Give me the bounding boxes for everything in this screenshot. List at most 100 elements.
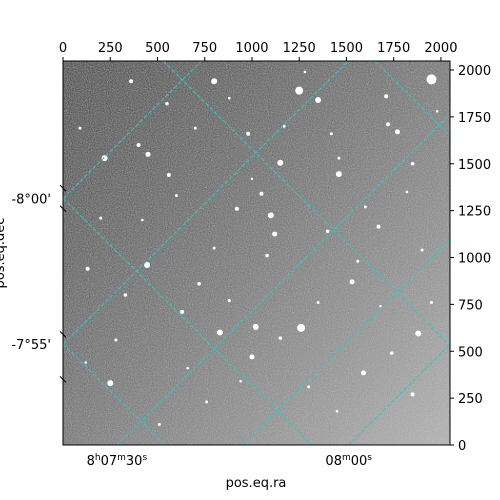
top-tick-label-8: 2000 (424, 41, 457, 56)
star-15 (360, 370, 366, 376)
top-tick-label-7: 1750 (377, 41, 410, 56)
right-tick-label-1: 250 (458, 392, 483, 407)
x-axis-title: pos.eq.ra (226, 476, 287, 491)
star-55 (193, 126, 197, 130)
grid-line-5 (63, 61, 202, 199)
star-3 (315, 97, 322, 103)
top-tick-label-3: 750 (192, 41, 217, 56)
star-13 (415, 330, 422, 337)
grid-line-8 (242, 238, 450, 445)
star-53 (212, 246, 216, 250)
star-21 (272, 231, 278, 237)
plot-frame (62, 60, 451, 446)
star-39 (197, 281, 201, 286)
star-29 (384, 94, 389, 99)
star-1 (295, 86, 304, 95)
star-25 (246, 131, 251, 136)
right-tick-label-7: 1750 (458, 111, 491, 126)
star-4 (101, 155, 108, 162)
top-tick-label-1: 250 (98, 41, 123, 56)
star-12 (252, 323, 259, 330)
ra-tick-label-1: 08m​00s​ (325, 453, 372, 469)
star-10 (297, 323, 306, 332)
star-60 (141, 218, 144, 222)
star-18 (85, 266, 90, 271)
star-52 (337, 156, 341, 160)
star-40 (227, 299, 231, 303)
star-63 (335, 409, 339, 413)
star-6 (335, 171, 342, 178)
star-11 (216, 329, 223, 336)
top-pixel-axis: 0 250 500 750 1000 1250 1500 1750 2000 (59, 41, 457, 61)
right-tick-label-8: 2000 (458, 64, 491, 79)
star-16 (394, 129, 400, 135)
star-14 (107, 380, 114, 387)
y-axis-title: pos.eq.dec (0, 218, 8, 289)
star-68 (227, 96, 231, 100)
right-pixel-axis: 0 250 500 750 1000 1250 1500 1750 2000 (450, 64, 491, 454)
right-tick-label-5: 1250 (458, 205, 491, 220)
star-54 (282, 124, 286, 128)
right-tick-label-0: 0 (458, 439, 466, 454)
star-64 (84, 361, 87, 364)
star-19 (180, 309, 185, 314)
star-43 (307, 385, 311, 389)
grid-line-0 (162, 61, 450, 347)
star-48 (329, 132, 333, 136)
star-5 (277, 159, 284, 166)
top-tick-label-6: 1500 (330, 41, 363, 56)
plot-area (62, 60, 451, 446)
star-46 (78, 126, 82, 130)
grid-line-2 (63, 198, 312, 445)
star-28 (410, 392, 415, 397)
grid-line-6 (63, 61, 349, 345)
star-66 (186, 366, 190, 370)
star-51 (420, 248, 424, 252)
right-tick-label-3: 750 (458, 298, 483, 313)
star-8 (267, 212, 274, 219)
dec-frame-tick-0 (59, 184, 67, 192)
stars-layer (78, 70, 439, 426)
ra-tick-label-0: 8h​07m​30s​ (87, 453, 148, 469)
star-58 (250, 177, 254, 181)
star-30 (136, 143, 141, 147)
star-9 (144, 262, 151, 268)
star-34 (278, 336, 283, 340)
dec-tick-label-1: -7°55' (11, 338, 51, 353)
star-26 (386, 122, 391, 127)
star-17 (249, 354, 255, 360)
star-38 (123, 293, 128, 297)
ra-world-axis: 8h​07m​30s​ 08m​00s​ (87, 453, 373, 469)
coordinate-grid (63, 61, 450, 445)
star-22 (376, 224, 381, 229)
sky-image (63, 61, 450, 445)
right-tick-label-6: 1500 (458, 158, 491, 173)
top-tick-label-0: 0 (59, 41, 67, 56)
top-tick-label-5: 1250 (283, 41, 316, 56)
star-45 (157, 422, 161, 426)
star-41 (356, 259, 360, 263)
star-35 (389, 351, 394, 355)
star-24 (234, 206, 239, 211)
star-2 (211, 78, 218, 85)
star-23 (259, 191, 264, 196)
right-tick-label-2: 500 (458, 345, 483, 360)
star-37 (265, 253, 269, 258)
star-42 (429, 301, 433, 304)
star-59 (405, 190, 409, 194)
top-tick-label-4: 1000 (235, 41, 268, 56)
star-36 (410, 161, 415, 166)
grid-line-7 (116, 114, 450, 445)
star-32 (165, 101, 169, 106)
star-47 (174, 194, 178, 198)
dec-frame-tick-3 (59, 376, 67, 383)
dec-world-axis: -8°00' -7°55' (11, 184, 67, 383)
star-62 (239, 379, 242, 383)
top-tick-label-2: 500 (145, 41, 170, 56)
dec-frame-tick-2 (59, 331, 67, 338)
star-50 (99, 216, 103, 220)
star-44 (205, 400, 209, 404)
star-67 (303, 70, 307, 74)
star-56 (114, 338, 118, 342)
